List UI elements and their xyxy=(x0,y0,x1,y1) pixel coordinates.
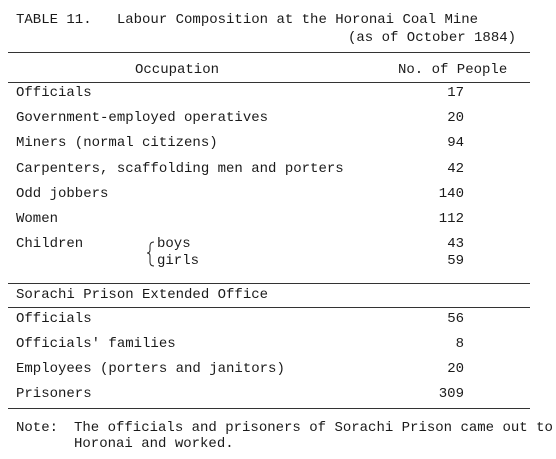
row-value: 43 xyxy=(447,236,464,252)
row-label: Officials xyxy=(16,85,92,101)
row-label: Women xyxy=(16,211,59,227)
section-heading: Sorachi Prison Extended Office xyxy=(16,287,269,303)
row-value: 112 xyxy=(438,211,464,227)
row-value: 56 xyxy=(447,311,464,327)
column-header: Occupation xyxy=(135,62,220,78)
row-value: 8 xyxy=(455,336,464,352)
row-label: Miners (normal citizens) xyxy=(16,135,218,152)
row-label: Carpenters, scaffolding men and porters xyxy=(16,160,344,177)
row-label: Children xyxy=(16,236,84,252)
rule xyxy=(8,408,530,409)
rule xyxy=(8,307,530,308)
row-label: Officials xyxy=(16,311,92,327)
table-title: TABLE 11. Labour Composition at the Horo… xyxy=(16,12,479,28)
note-label: Note: xyxy=(16,420,59,436)
row-value: 94 xyxy=(447,135,464,152)
brace xyxy=(146,241,155,267)
row-value: 309 xyxy=(438,386,464,402)
row-label: boys xyxy=(157,236,191,252)
rule xyxy=(8,283,530,284)
row-value: 20 xyxy=(447,361,464,377)
note-text: The officials and prisoners of Sorachi P… xyxy=(74,420,553,436)
row-label: girls xyxy=(157,253,200,269)
row-label: Employees (porters and janitors) xyxy=(16,361,285,377)
row-label: Officials' families xyxy=(16,336,176,352)
column-header: No. of People xyxy=(398,62,508,78)
row-value: 59 xyxy=(447,253,464,269)
row-label: Government-employed operatives xyxy=(16,110,269,127)
row-value: 20 xyxy=(447,110,464,127)
table-subtitle: (as of October 1884) xyxy=(348,30,517,46)
note-text: Horonai and worked. xyxy=(74,436,234,452)
rule xyxy=(8,52,530,53)
row-value: 42 xyxy=(447,160,464,177)
rule xyxy=(8,82,530,83)
row-value: 140 xyxy=(438,185,464,202)
row-label: Odd jobbers xyxy=(16,185,109,202)
row-label: Prisoners xyxy=(16,386,92,402)
row-value: 17 xyxy=(447,85,464,101)
